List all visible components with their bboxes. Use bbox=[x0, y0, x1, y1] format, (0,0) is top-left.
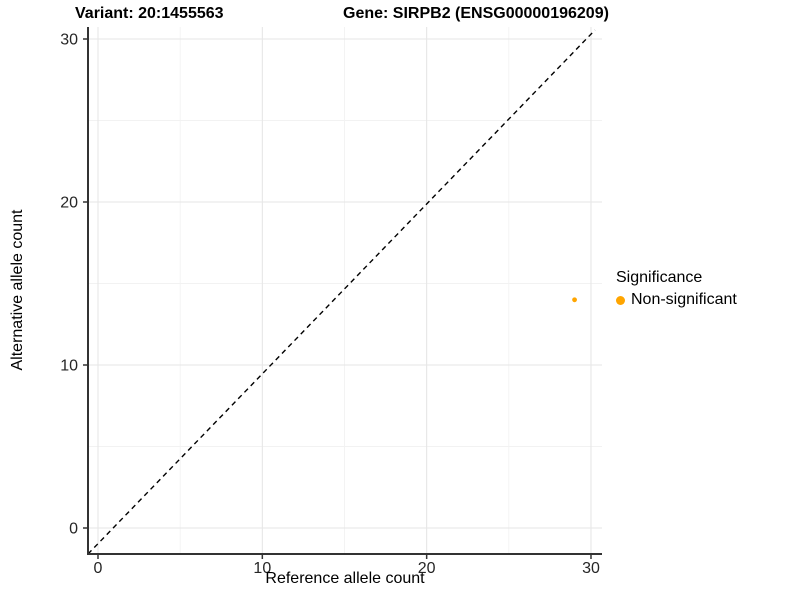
title-variant: Variant: 20:1455563 bbox=[75, 5, 224, 22]
x-tick-label: 20 bbox=[418, 560, 436, 577]
legend-entry-label: Non-significant bbox=[631, 291, 737, 308]
x-tick-label: 30 bbox=[582, 560, 600, 577]
y-tick-label: 20 bbox=[60, 195, 78, 212]
x-tick-label: 0 bbox=[94, 560, 103, 577]
identity-reference-line bbox=[87, 29, 596, 555]
y-tick-label: 30 bbox=[60, 32, 78, 49]
title-gene: Gene: SIRPB2 (ENSG00000196209) bbox=[343, 5, 609, 22]
x-axis-label: Reference allele count bbox=[265, 570, 425, 587]
data-point bbox=[572, 297, 577, 303]
x-tick-label: 10 bbox=[253, 560, 271, 577]
legend-entry: Non-significant bbox=[616, 291, 737, 309]
legend-point-icon bbox=[616, 295, 625, 305]
legend-title: Significance bbox=[616, 269, 703, 286]
y-tick-label: 0 bbox=[69, 521, 78, 538]
y-tick-label: 10 bbox=[60, 358, 78, 375]
legend: Significance Non-significant bbox=[616, 269, 737, 309]
y-axis-label: Alternative allele count bbox=[9, 209, 26, 371]
